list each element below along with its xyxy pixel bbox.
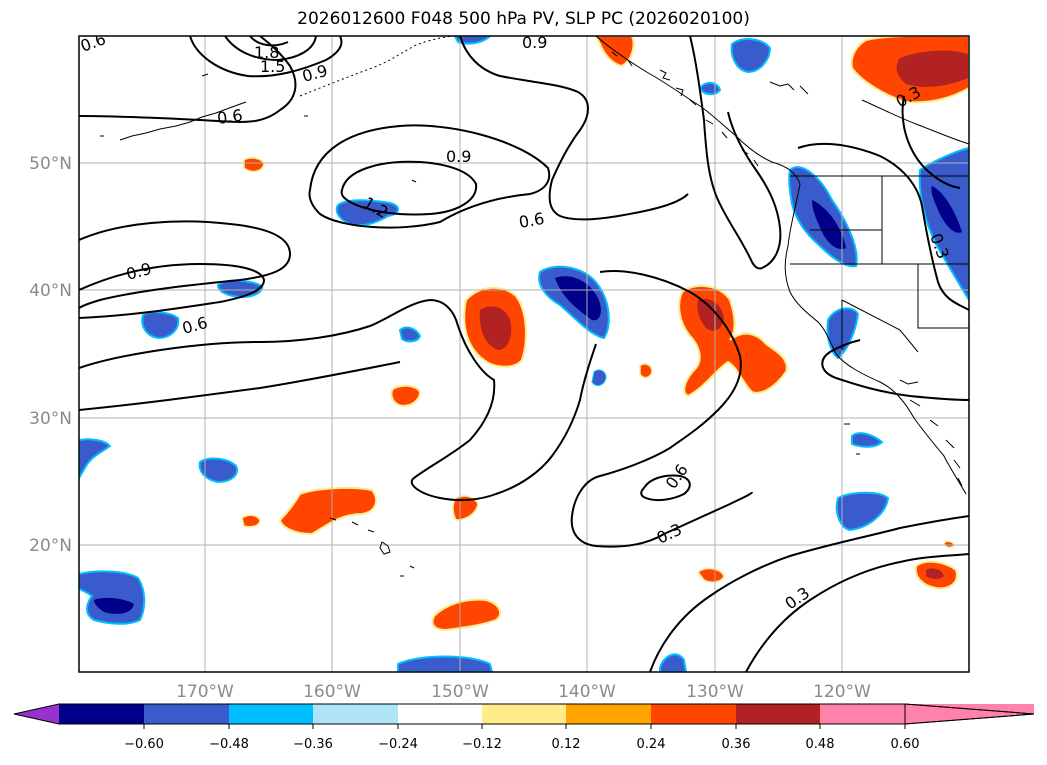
lat-label: 20°N xyxy=(29,536,72,556)
colorbar-extend-max xyxy=(905,704,1034,724)
colorbar-tick-label: 0.12 xyxy=(552,737,581,752)
lon-axis-labels: 170°W 160°W 150°W 140°W 130°W 120°W xyxy=(176,682,871,702)
contour-label: 0.9 xyxy=(522,33,547,52)
colorbar-segment xyxy=(482,704,566,724)
lon-label: 130°W xyxy=(686,682,744,702)
lon-label: 140°W xyxy=(558,682,616,702)
slp-contours xyxy=(79,36,969,672)
colorbar-segment xyxy=(59,704,144,724)
colorbar-segment xyxy=(313,704,398,724)
lon-label: 160°W xyxy=(303,682,361,702)
contour-label: 0.9 xyxy=(446,147,471,166)
lat-label: 40°N xyxy=(29,281,72,301)
contour-label: 1.8 xyxy=(254,43,279,62)
lat-axis-labels: 50°N 40°N 30°N 20°N xyxy=(29,154,72,556)
colorbar-tick-label: 0.24 xyxy=(637,737,666,752)
colorbar-tick-label: −0.36 xyxy=(293,737,333,752)
gridlines xyxy=(79,36,969,672)
map-frame xyxy=(78,35,970,673)
contour-label: 0.6 xyxy=(517,209,545,232)
colorbar-segment xyxy=(736,704,820,724)
colorbar-tick-label: −0.24 xyxy=(378,737,418,752)
lon-label: 170°W xyxy=(176,682,234,702)
contour-label: 1.5 xyxy=(260,57,285,76)
colorbar-tick-label: −0.60 xyxy=(124,737,164,752)
lat-label: 30°N xyxy=(29,409,72,429)
colorbar-segment xyxy=(144,704,229,724)
colorbar-segment xyxy=(651,704,736,724)
lon-label: 150°W xyxy=(431,682,489,702)
contour-label: 0.6 xyxy=(216,106,244,128)
colorbar-segment xyxy=(820,704,905,724)
colorbar-segment xyxy=(229,704,313,724)
colorbar-tick-label: 0.60 xyxy=(891,737,920,752)
colorbar-tick-label: −0.12 xyxy=(462,737,502,752)
lat-label: 50°N xyxy=(29,154,72,174)
colorbar: −0.60 −0.48 −0.36 −0.24 −0.12 0.12 0.24 … xyxy=(13,703,1035,752)
colorbar-extend-min xyxy=(14,704,59,724)
colorbar-segment xyxy=(566,704,651,724)
pv-shading xyxy=(79,36,969,672)
coastlines xyxy=(100,36,969,577)
colorbar-tick-label: −0.48 xyxy=(209,737,249,752)
map-title: 2026012600 F048 500 hPa PV, SLP PC (2026… xyxy=(297,9,750,29)
colorbar-tick-label: 0.36 xyxy=(722,737,751,752)
colorbar-segment xyxy=(398,704,482,724)
colorbar-tick-label: 0.48 xyxy=(806,737,835,752)
lon-label: 120°W xyxy=(813,682,871,702)
